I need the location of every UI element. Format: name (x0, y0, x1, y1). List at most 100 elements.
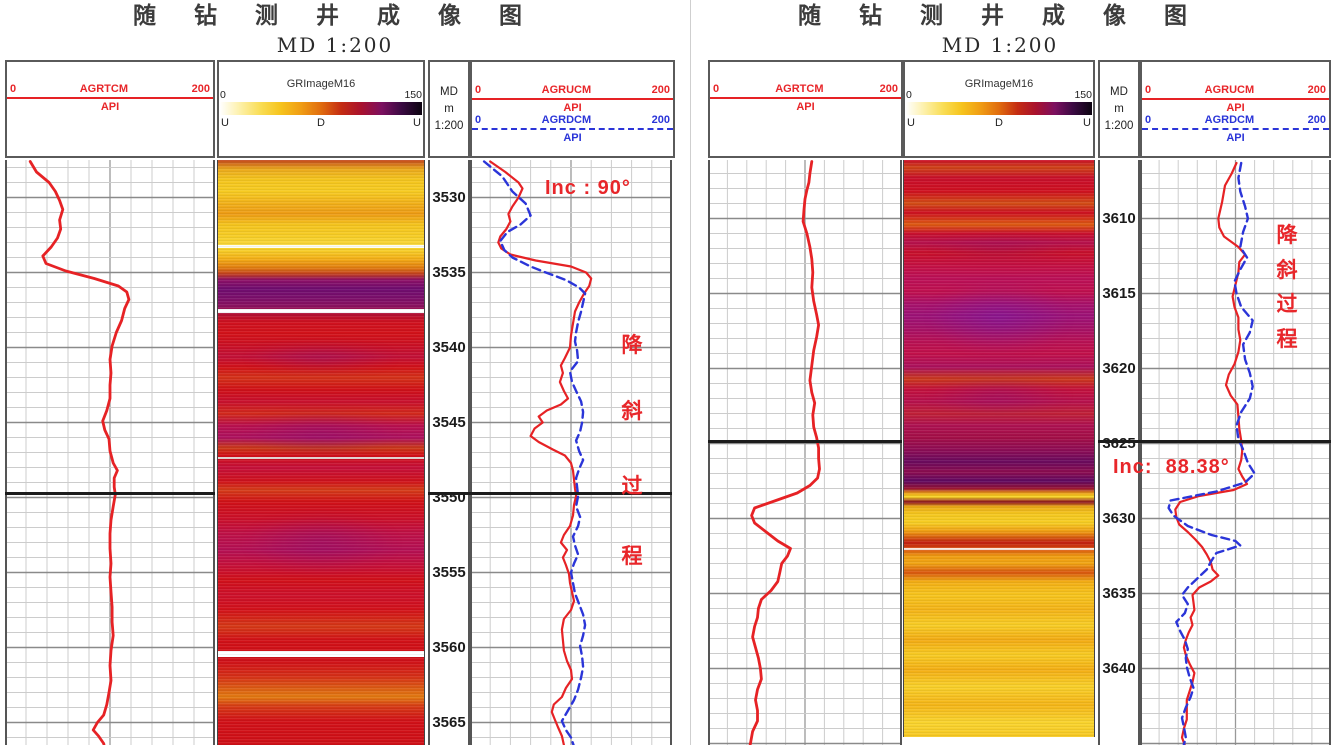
image-blob (926, 236, 1072, 261)
header-track-depth: MD m 1:200 (428, 60, 470, 158)
gr-curve (28, 160, 131, 745)
down-curve-name: AGRDCM (1204, 114, 1255, 126)
depth-marker-line (428, 492, 672, 495)
depth-label: 3540 (432, 338, 466, 356)
image-white-line (218, 456, 424, 459)
image-texture (904, 160, 1094, 737)
down-min: 0 (1145, 114, 1152, 126)
header-track-updown: 0 AGRUCM 200 API 0 AGRDCM 200 API (470, 60, 675, 158)
up-unit: API (563, 102, 582, 114)
curve-track (708, 160, 902, 745)
header-track-depth: MD m 1:200 (1098, 60, 1140, 158)
depth-label: 3555 (432, 563, 466, 581)
depth-label: 3625 (1100, 435, 1138, 453)
gr-curve (748, 160, 821, 745)
depth-marker-line (708, 440, 902, 444)
curve-track (5, 160, 215, 745)
depth-scale: 1:200 (434, 120, 464, 132)
depth-label: 3640 (1102, 659, 1136, 677)
curve-track (470, 160, 672, 745)
up-max: 200 (1307, 84, 1326, 96)
image-colorbar (906, 102, 1092, 115)
header-track-updown: 0 AGRUCM 200 API 0 AGRDCM 200 API (1140, 60, 1331, 158)
image-azimuth-left: U (221, 117, 229, 129)
depth-label: 3615 (1102, 284, 1136, 302)
up-gamma-curve (489, 160, 593, 745)
depth-label: 3635 (1102, 584, 1136, 602)
depth-track: 3610 3615 3620 3625 3630 3635 3640 (1098, 160, 1140, 745)
image-min: 0 (906, 89, 912, 101)
image-white-line (218, 650, 424, 657)
image-white-line (218, 308, 424, 313)
gr-scale-line (7, 97, 213, 99)
gr-curve-name: AGRTCM (79, 83, 129, 95)
image-min: 0 (220, 89, 226, 101)
image-colorbar (220, 102, 422, 115)
up-curve-name: AGRUCM (1204, 84, 1255, 96)
image-white-line (218, 244, 424, 248)
gr-image-track (217, 160, 425, 745)
image-name: GRImageM16 (286, 78, 356, 90)
depth-unit: m (1114, 103, 1124, 115)
header-track-gr: 0 AGRTCM 200 API (5, 60, 215, 158)
depth-marker-line (5, 492, 215, 495)
depth-label: 3530 (432, 188, 466, 206)
down-min: 0 (475, 114, 482, 126)
process-annotation-char: 过 (1276, 293, 1298, 316)
page-title: 随 钻 测 井 成 像 图 (132, 2, 538, 29)
image-texture (218, 160, 424, 745)
image-name: GRImageM16 (964, 78, 1034, 90)
up-scale-line (472, 98, 673, 100)
depth-label: 3560 (432, 638, 466, 656)
gr-scale-line (710, 97, 901, 99)
image-white-line (904, 548, 1094, 551)
down-gamma-curve (1167, 161, 1256, 745)
depth-label: 3620 (1102, 359, 1136, 377)
depth-scale-label: MD 1:200 (941, 33, 1059, 57)
gr-image-track (903, 160, 1095, 737)
process-annotation-char: 过 (621, 474, 643, 498)
down-gamma-curve (482, 160, 587, 745)
up-unit: API (1226, 102, 1245, 114)
image-azimuth-right: U (413, 117, 421, 129)
image-azimuth-center: D (317, 117, 325, 129)
depth-label: 3565 (432, 713, 466, 731)
page-title: 随 钻 测 井 成 像 图 (797, 2, 1203, 29)
down-scale-line (1142, 128, 1329, 130)
depth-scale: 1:200 (1104, 120, 1134, 132)
down-unit: API (563, 132, 582, 144)
process-annotation-char: 降 (621, 333, 643, 357)
down-curve-name: AGRDCM (541, 114, 592, 126)
gr-max: 200 (879, 83, 898, 95)
curve-track (1140, 160, 1331, 745)
depth-label: 3535 (432, 263, 466, 281)
depth-label-md: MD (1110, 86, 1128, 98)
depth-scale-label: MD 1:200 (276, 33, 394, 57)
gr-min: 0 (10, 83, 17, 95)
image-blob (242, 343, 400, 373)
down-max: 200 (1307, 114, 1326, 126)
up-min: 0 (1145, 84, 1152, 96)
depth-label: 3545 (432, 413, 466, 431)
down-unit: API (1226, 132, 1245, 144)
gr-max: 200 (191, 83, 210, 95)
image-blob (242, 512, 400, 573)
image-max: 150 (404, 89, 422, 101)
depth-label-md: MD (440, 86, 458, 98)
gr-min: 0 (713, 83, 720, 95)
gr-unit: API (100, 101, 120, 113)
down-scale-line (472, 128, 673, 130)
down-max: 200 (651, 114, 670, 126)
header-track-image: GRImageM16 0 150 U D U (217, 60, 425, 158)
header-track-image: GRImageM16 0 150 U D U (903, 60, 1095, 158)
up-curve-name: AGRUCM (541, 84, 592, 96)
depth-label: 3630 (1102, 509, 1136, 527)
image-azimuth-center: D (995, 117, 1003, 129)
depth-label: 3610 (1102, 209, 1136, 227)
depth-marker-line (1098, 440, 1331, 444)
process-annotation-char: 降 (1276, 224, 1298, 247)
process-annotation-char: 程 (621, 545, 643, 568)
image-blob (926, 375, 1072, 416)
